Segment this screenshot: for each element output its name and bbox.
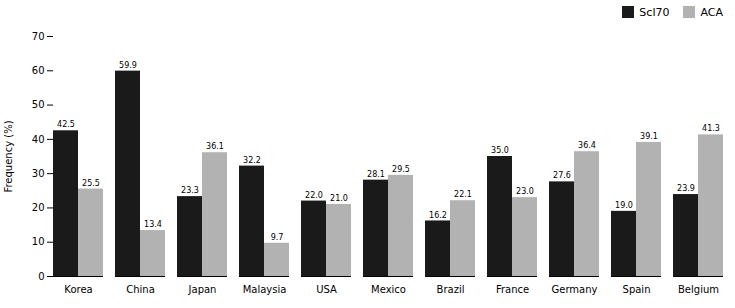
svg-text:70: 70 — [32, 31, 45, 42]
svg-text:13.4: 13.4 — [144, 220, 162, 229]
svg-text:42.5: 42.5 — [57, 120, 75, 129]
svg-text:25.5: 25.5 — [82, 179, 100, 188]
svg-text:China: China — [126, 284, 155, 295]
svg-text:0: 0 — [38, 271, 44, 282]
html-text:ACA: ACA — [700, 5, 723, 19]
svg-text:23.9: 23.9 — [677, 184, 695, 193]
svg-text:36.4: 36.4 — [578, 141, 596, 150]
svg-text:27.6: 27.6 — [553, 171, 571, 180]
svg-text:60: 60 — [32, 65, 45, 76]
html-text:Scl70: Scl70 — [639, 5, 670, 19]
svg-text:35.0: 35.0 — [491, 146, 509, 155]
svg-text:Mexico: Mexico — [371, 284, 406, 295]
svg-text:Frequency (%): Frequency (%) — [3, 120, 14, 192]
svg-text:50: 50 — [32, 99, 45, 110]
svg-text:40: 40 — [32, 134, 45, 145]
svg-text:28.1: 28.1 — [367, 170, 385, 179]
svg-text:19.0: 19.0 — [615, 201, 633, 210]
svg-text:23.3: 23.3 — [181, 186, 199, 195]
svg-text:23.0: 23.0 — [516, 187, 534, 196]
svg-text:France: France — [496, 284, 529, 295]
svg-text:22.1: 22.1 — [454, 190, 472, 199]
svg-text:Germany: Germany — [552, 284, 598, 295]
svg-text:41.3: 41.3 — [702, 124, 720, 133]
svg-text:10: 10 — [32, 236, 45, 247]
svg-text:32.2: 32.2 — [243, 156, 261, 165]
svg-text:30: 30 — [32, 168, 45, 179]
svg-text:39.1: 39.1 — [640, 132, 658, 141]
svg-text:36.1: 36.1 — [206, 142, 224, 151]
svg-text:22.0: 22.0 — [305, 191, 323, 200]
svg-text:Korea: Korea — [64, 284, 92, 295]
svg-text:Belgium: Belgium — [678, 284, 719, 295]
svg-text:16.2: 16.2 — [429, 211, 447, 220]
svg-text:Japan: Japan — [188, 284, 217, 295]
svg-text:59.9: 59.9 — [119, 61, 137, 70]
svg-text:Brazil: Brazil — [437, 284, 465, 295]
svg-text:29.5: 29.5 — [392, 165, 410, 174]
svg-text:20: 20 — [32, 202, 45, 213]
svg-text:Spain: Spain — [623, 284, 651, 295]
svg-text:21.0: 21.0 — [330, 194, 348, 203]
svg-text:Malaysia: Malaysia — [243, 284, 287, 295]
svg-text:USA: USA — [316, 284, 337, 295]
svg-text:9.7: 9.7 — [271, 233, 284, 242]
